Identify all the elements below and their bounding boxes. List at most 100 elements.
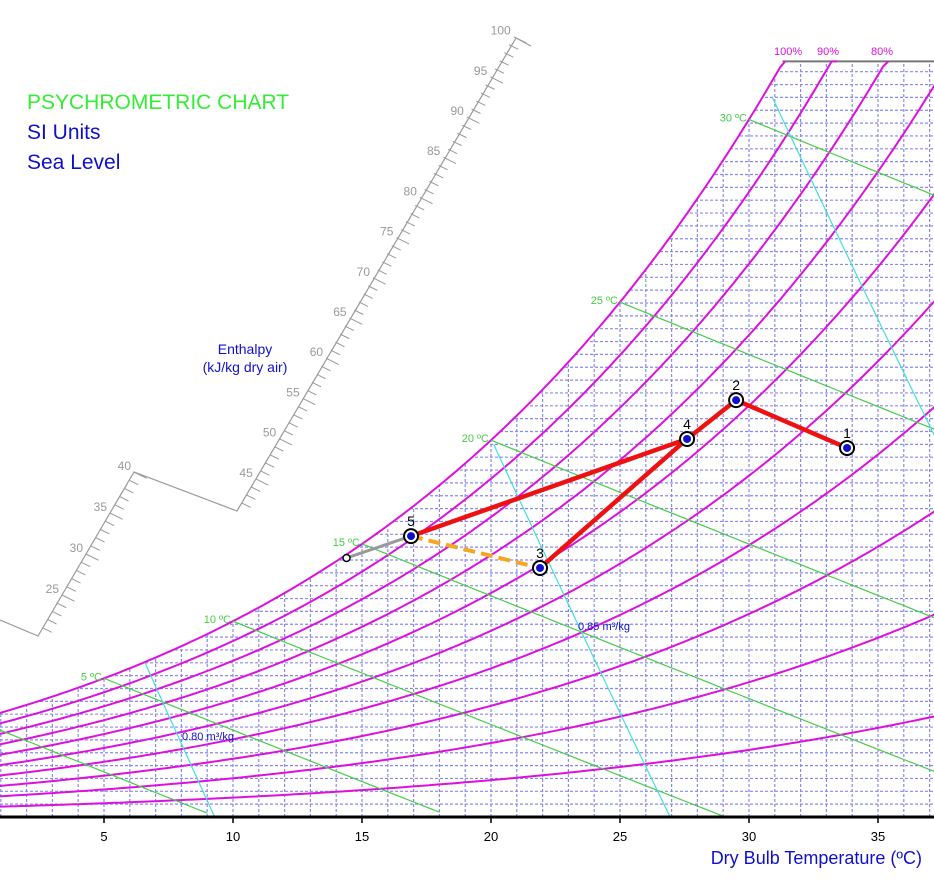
wet-bulb-label: 20 ºC — [462, 433, 489, 445]
enthalpy-tick — [288, 422, 298, 428]
rh-curve-90 — [0, 60, 837, 725]
aux-point — [342, 553, 351, 563]
state-point-label: 5 — [407, 513, 415, 529]
state-point-label: 3 — [536, 545, 544, 561]
enthalpy-label-line2: (kJ/kg dry air) — [202, 359, 288, 375]
enthalpy-tick-label: 95 — [474, 64, 488, 78]
enthalpy-tick — [433, 172, 444, 179]
x-tick-label: 10 — [226, 829, 240, 844]
enthalpy-tick — [283, 430, 294, 436]
enthalpy-tick — [42, 627, 53, 633]
volume-line-0.9 — [771, 97, 934, 437]
rh-curve-10 — [0, 715, 934, 808]
x-tick-label: 25 — [613, 829, 627, 844]
rh-curve-50 — [0, 300, 934, 767]
wet-bulb-line-20 — [490, 439, 934, 619]
x-tick-label: 30 — [742, 829, 756, 844]
enthalpy-tick — [372, 277, 386, 285]
enthalpy-tick — [104, 520, 115, 527]
enthalpy-tick — [494, 68, 505, 74]
enthalpy-tick — [410, 213, 420, 219]
enthalpy-tick — [250, 486, 261, 492]
enthalpy-tick-label: 75 — [380, 225, 394, 239]
enthalpy-tick-label: 30 — [70, 541, 84, 555]
units-label: SI Units — [27, 121, 101, 144]
enthalpy-label-line1: Enthalpy — [217, 341, 273, 357]
x-tick-label: 15 — [355, 829, 369, 844]
enthalpy-tick — [377, 269, 387, 275]
state-point-dot — [407, 532, 416, 541]
enthalpy-tick — [438, 164, 448, 171]
enthalpy-label: Enthalpy (kJ/kg dry air) — [180, 340, 310, 376]
enthalpy-tick — [255, 478, 269, 486]
enthalpy-tick — [513, 36, 527, 44]
enthalpy-tick-label: 55 — [286, 385, 300, 399]
enthalpy-tick — [485, 84, 495, 90]
enthalpy-tick — [475, 100, 486, 106]
enthalpy-tick-label: 25 — [46, 582, 60, 596]
enthalpy-tick — [297, 406, 308, 412]
enthalpy-tick — [461, 124, 472, 131]
state-point-dot — [683, 434, 692, 443]
enthalpy-tick — [508, 44, 519, 50]
enthalpy-tick — [396, 237, 410, 245]
enthalpy-tick — [419, 196, 433, 205]
enthalpy-tick — [119, 496, 129, 502]
enthalpy-tick — [302, 397, 316, 406]
state-point-dot — [732, 396, 741, 405]
enthalpy-tick — [325, 357, 339, 365]
enthalpy-tick — [47, 619, 57, 625]
enthalpy-scale: 25 30 35 40 45 50 55 60 65 70 75 80 85 90 95 100 — [0, 24, 532, 637]
enthalpy-tick-label: 65 — [333, 305, 347, 319]
enthalpy-tick — [241, 502, 251, 508]
enthalpy-tick-label: 50 — [263, 426, 277, 440]
wet-bulb-label: 10 ºC — [204, 614, 231, 626]
state-point-label: 1 — [843, 425, 851, 441]
enthalpy-tick — [382, 261, 392, 267]
volume-label: 0.85 m³/kg — [578, 621, 630, 633]
enthalpy-tick — [66, 586, 77, 592]
enthalpy-tick — [429, 180, 439, 187]
process-line — [685, 398, 738, 441]
x-axis-label: Dry Bulb Temperature (ºC) — [710, 848, 922, 868]
enthalpy-tick — [424, 188, 434, 195]
enthalpy-tick — [307, 389, 317, 396]
enthalpy-tick — [400, 229, 411, 235]
rh-label: 90% — [817, 46, 839, 58]
enthalpy-tick — [457, 132, 467, 139]
state-point-label: 2 — [732, 377, 740, 393]
process-line — [410, 436, 688, 539]
enthalpy-tick — [52, 610, 62, 617]
enthalpy-tick — [452, 140, 462, 147]
enthalpy-tick — [490, 76, 504, 84]
enthalpy-tick — [260, 470, 270, 476]
x-tick-label: 20 — [484, 829, 498, 844]
enthalpy-tick — [109, 512, 123, 520]
enthalpy-tick — [128, 479, 139, 486]
enthalpy-tick — [386, 253, 397, 259]
enthalpy-tick-label: 85 — [427, 144, 441, 158]
enthalpy-tick — [321, 365, 331, 372]
rh-curve-40 — [0, 406, 934, 777]
enthalpy-tick-label: 70 — [357, 265, 371, 279]
enthalpy-tick — [56, 602, 67, 609]
enthalpy-tick — [339, 333, 350, 340]
x-axis: 5 10 15 20 25 30 35 — [0, 815, 934, 844]
enthalpy-tick — [71, 578, 81, 584]
enthalpy-tick — [95, 537, 105, 543]
enthalpy-tick — [349, 317, 363, 325]
rh-label: 80% — [871, 46, 893, 58]
process-line — [735, 398, 848, 451]
x-tick-label: 35 — [871, 829, 885, 844]
wet-bulb-label: 30 ºC — [720, 112, 747, 124]
enthalpy-tick-label: 100 — [491, 24, 511, 38]
aux-process-line — [346, 534, 412, 560]
state-point-label: 4 — [683, 416, 691, 432]
enthalpy-tick — [114, 504, 125, 510]
wet-bulb-line-0 — [0, 729, 208, 814]
enthalpy-tick — [504, 52, 514, 58]
enthalpy-tick — [316, 373, 326, 380]
process-lines: 1 2 3 4 5 — [342, 377, 856, 576]
enthalpy-tick — [85, 553, 99, 561]
